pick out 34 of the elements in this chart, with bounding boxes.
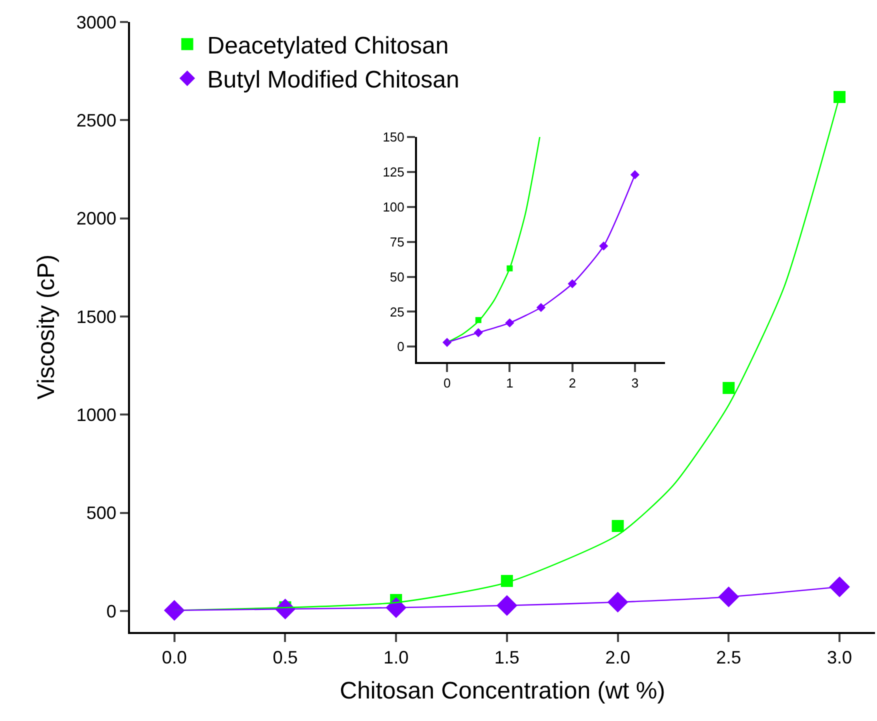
x-tick-label: 0	[443, 376, 451, 391]
x-tick-label: 1.5	[494, 648, 520, 668]
y-tick-label: 100	[382, 199, 404, 214]
point	[164, 600, 185, 621]
x-tick-label: 3.0	[827, 648, 852, 668]
y-tick-label: 0	[106, 601, 116, 622]
y-tick-label: 1500	[76, 306, 116, 327]
legend-label: Deacetylated Chitosan	[207, 32, 449, 60]
x-tick-label: 2.5	[716, 648, 742, 668]
point	[829, 576, 850, 598]
y-tick-label: 50	[390, 269, 404, 284]
point	[722, 382, 735, 394]
x-tick-label: 2	[568, 376, 576, 391]
legend-label: Butyl Modified Chitosan	[207, 66, 460, 94]
x-tick-label: 0.5	[272, 648, 298, 668]
x-axis-title: Chitosan Concentration (wt %)	[340, 677, 666, 704]
y-tick-label: 2500	[76, 110, 116, 130]
y-axis-title: Viscosity (cP)	[32, 254, 60, 400]
point	[612, 520, 624, 532]
x-tick-label: 3	[631, 376, 639, 391]
point	[834, 91, 846, 103]
y-tick-label: 1000	[76, 404, 116, 425]
y-tick-label: 150	[382, 130, 404, 145]
y-tick-label: 125	[382, 164, 404, 180]
x-tick-label: 1.0	[384, 648, 409, 668]
y-tick-label: 500	[86, 503, 116, 524]
x-tick-label: 2.0	[605, 648, 630, 668]
y-tick-label: 3000	[76, 12, 116, 32]
y-tick-label: 25	[390, 304, 404, 320]
x-tick-label: 1	[506, 376, 514, 391]
y-tick-label: 75	[390, 234, 404, 250]
y-tick-label: 0	[397, 339, 404, 354]
x-tick-label: 0.0	[162, 648, 187, 668]
y-tick-label: 2000	[76, 208, 116, 229]
